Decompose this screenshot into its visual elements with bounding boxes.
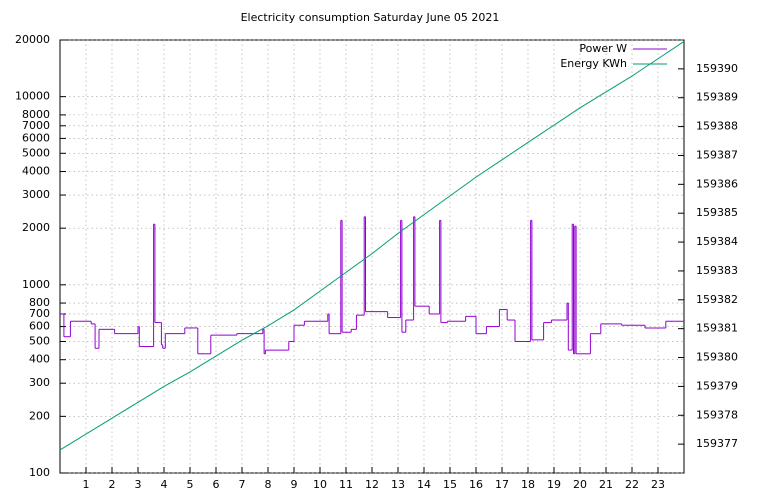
y2-tick-label: 159378 — [696, 408, 738, 421]
x-tick-label: 21 — [599, 478, 613, 491]
y-tick-label: 3000 — [22, 188, 50, 201]
x-tick-label: 5 — [187, 478, 194, 491]
y-tick-label: 4000 — [22, 165, 50, 178]
y-tick-label: 2000 — [22, 221, 50, 234]
y-tick-label: 1000 — [22, 278, 50, 291]
y2-tick-label: 159383 — [696, 264, 738, 277]
y-tick-label: 20000 — [15, 33, 50, 46]
x-tick-label: 2 — [109, 478, 116, 491]
x-tick-label: 22 — [625, 478, 639, 491]
y-tick-label: 7000 — [22, 119, 50, 132]
x-tick-label: 7 — [239, 478, 246, 491]
x-tick-label: 10 — [313, 478, 327, 491]
legend-label: Power W — [579, 42, 627, 55]
x-tick-label: 9 — [291, 478, 298, 491]
x-tick-label: 18 — [521, 478, 535, 491]
y2-tick-label: 159380 — [696, 351, 738, 364]
y2-tick-label: 159377 — [696, 437, 738, 450]
x-tick-label: 6 — [213, 478, 220, 491]
legend-label: Energy KWh — [560, 57, 627, 70]
y-tick-label: 100 — [29, 466, 50, 479]
y2-tick-label: 159389 — [696, 91, 738, 104]
x-tick-label: 19 — [547, 478, 561, 491]
x-tick-label: 11 — [339, 478, 353, 491]
y2-tick-label: 159390 — [696, 62, 738, 75]
y-tick-label: 700 — [29, 307, 50, 320]
y2-tick-label: 159379 — [696, 379, 738, 392]
x-tick-label: 16 — [469, 478, 483, 491]
x-tick-label: 12 — [365, 478, 379, 491]
x-tick-label: 14 — [417, 478, 431, 491]
y2-tick-label: 159387 — [696, 148, 738, 161]
x-tick-label: 4 — [161, 478, 168, 491]
y-tick-label: 8000 — [22, 108, 50, 121]
y-tick-label: 800 — [29, 296, 50, 309]
y-tick-label: 10000 — [15, 90, 50, 103]
chart-title: Electricity consumption Saturday June 05… — [241, 11, 500, 24]
y-tick-label: 5000 — [22, 146, 50, 159]
x-tick-label: 23 — [651, 478, 665, 491]
x-tick-label: 3 — [135, 478, 142, 491]
y-tick-label: 400 — [29, 353, 50, 366]
y-tick-label: 300 — [29, 376, 50, 389]
y-tick-label: 6000 — [22, 131, 50, 144]
y2-tick-label: 159386 — [696, 177, 738, 190]
x-tick-label: 15 — [443, 478, 457, 491]
x-tick-label: 20 — [573, 478, 587, 491]
y2-tick-label: 159385 — [696, 206, 738, 219]
y2-tick-label: 159384 — [696, 235, 738, 248]
y2-tick-label: 159388 — [696, 120, 738, 133]
x-tick-label: 8 — [265, 478, 272, 491]
y-tick-label: 600 — [29, 320, 50, 333]
x-tick-label: 1 — [83, 478, 90, 491]
x-tick-label: 17 — [495, 478, 509, 491]
y2-tick-label: 159381 — [696, 322, 738, 335]
energy-line — [59, 41, 685, 451]
y-tick-label: 500 — [29, 334, 50, 347]
y2-tick-label: 159382 — [696, 293, 738, 306]
y-tick-label: 200 — [29, 409, 50, 422]
x-tick-label: 13 — [391, 478, 405, 491]
